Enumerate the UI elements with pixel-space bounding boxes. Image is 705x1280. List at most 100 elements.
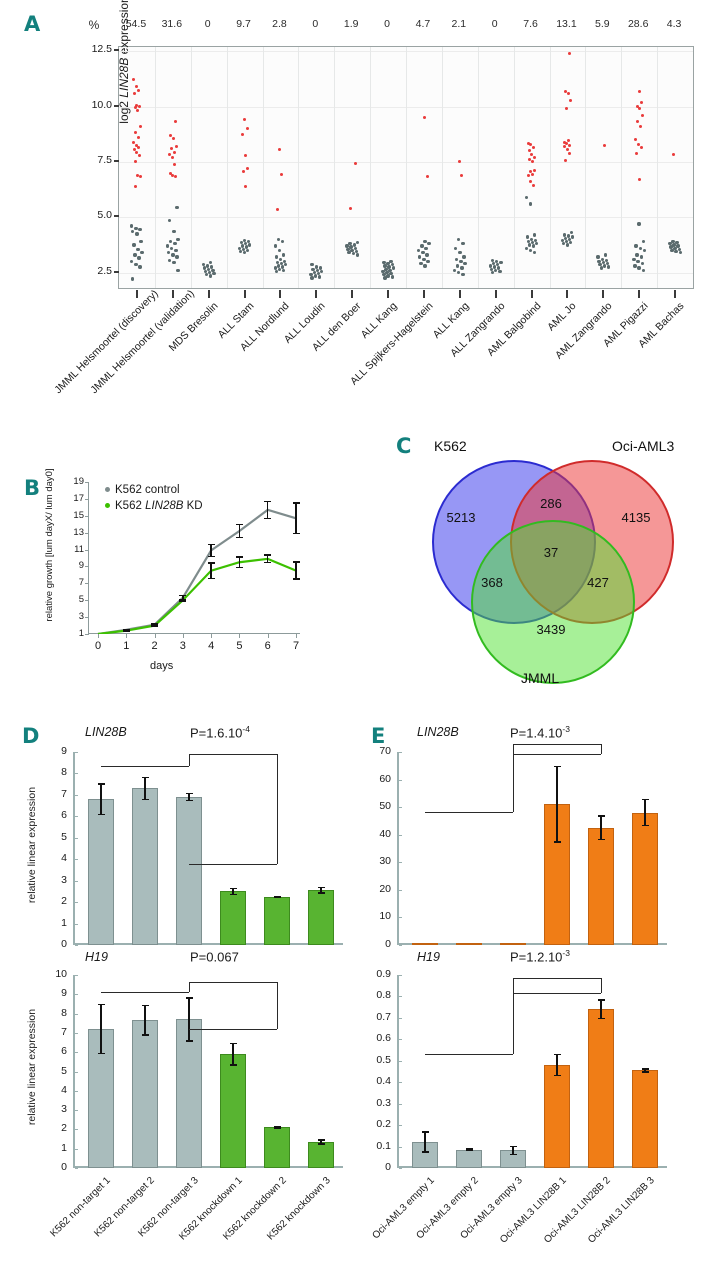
- panel-a-data-point: [385, 270, 389, 275]
- panel-a-data-point: [497, 266, 501, 270]
- panel-a-data-point: [319, 269, 324, 274]
- panel-a-data-point: [639, 255, 643, 259]
- error-cap: [141, 1004, 149, 1007]
- error-cap: [273, 896, 281, 898]
- panel-a-data-point: [564, 107, 568, 111]
- panel-a-data-point: [635, 151, 639, 155]
- panel-a-data-point: [281, 268, 286, 272]
- bar: [632, 1070, 658, 1168]
- y-tick-label: 0.3: [376, 1096, 391, 1109]
- panel-d-letter: D: [22, 724, 40, 748]
- panel-a-data-point: [134, 184, 138, 188]
- panel-a-data-point: [202, 266, 207, 270]
- y-tickmark: [75, 1168, 78, 1169]
- panel-a-data-point: [136, 136, 140, 140]
- panel-b-error-cap: [122, 630, 130, 632]
- panel-b-error-bar: [266, 554, 269, 564]
- panel-a-data-point: [532, 250, 537, 255]
- error-cap: [641, 1071, 649, 1073]
- y-tickmark: [75, 1110, 78, 1112]
- panel-a-data-point: [601, 260, 605, 265]
- error-cap: [641, 824, 649, 827]
- panel-a-data-point: [169, 239, 173, 244]
- panel-b-y-tickmark: [85, 600, 89, 602]
- panel-b-x-tickmark: [267, 634, 269, 638]
- panel-e-top-pvalue: P=1.4.10-3: [510, 724, 570, 741]
- panel-b-x-tick: 3: [179, 640, 186, 652]
- panel-b-y-tickmark: [85, 498, 89, 500]
- y-tick-label: 0.6: [376, 1032, 391, 1045]
- panel-b-y-tick: 15: [73, 509, 84, 521]
- x-tick-label: K562 knockdown 1: [177, 1175, 245, 1243]
- panel-a-data-point: [425, 174, 429, 178]
- significance-bracket: [425, 1053, 513, 1055]
- venn-count-oci-jmml: 427: [587, 575, 609, 590]
- a-gridline-v: [441, 47, 443, 288]
- panel-a-data-point: [132, 148, 136, 152]
- venn-label-oci-aml3: Oci-AML3: [612, 438, 675, 454]
- panel-a-data-point: [349, 206, 353, 210]
- panel-a-percent-value: 7.6: [523, 18, 538, 30]
- panel-a-x-tickmark: [674, 290, 677, 298]
- panel-a-data-point: [637, 89, 641, 93]
- significance-bracket: [189, 982, 277, 984]
- error-cap: [597, 999, 605, 1001]
- venn-count-oci-only: 4135: [621, 510, 651, 525]
- panel-a-data-point: [525, 235, 530, 239]
- bar: [632, 812, 658, 945]
- y-tick-label: 5: [61, 1064, 67, 1077]
- panel-a-data-point: [173, 119, 177, 123]
- panel-a-data-point: [134, 130, 138, 134]
- y-tickmark: [399, 1168, 402, 1169]
- panel-a-x-tickmark: [315, 290, 318, 298]
- y-tick-label: 60: [379, 772, 391, 785]
- panel-a-data-point: [596, 255, 600, 259]
- panel-a-data-point: [138, 265, 142, 269]
- panel-b-error-cap: [292, 532, 300, 535]
- significance-bracket: [277, 982, 278, 1030]
- panel-c-letter: C: [396, 434, 412, 458]
- y-tickmark: [399, 779, 402, 781]
- panel-a-data-point: [137, 256, 141, 260]
- panel-a-data-point: [418, 255, 422, 259]
- panel-a-data-point: [640, 100, 644, 104]
- panel-a-data-point: [461, 273, 465, 277]
- panel-a-data-point: [637, 142, 641, 146]
- panel-a-data-point: [175, 205, 179, 209]
- panel-a-data-point: [570, 235, 575, 239]
- panel-a-data-point: [672, 243, 676, 247]
- panel-a-data-point: [598, 263, 602, 267]
- panel-b-error-bar: [210, 562, 212, 580]
- panel-a-data-point: [417, 248, 421, 253]
- panel-a-data-point: [173, 174, 177, 178]
- x-axis: [73, 1166, 343, 1168]
- panel-a-data-point: [166, 250, 171, 255]
- panel-a-data-point: [678, 250, 682, 255]
- bar: [264, 896, 290, 945]
- panel-b-lines: [97, 508, 297, 634]
- y-tick-label: 8: [61, 1006, 67, 1019]
- panel-a-data-point: [170, 147, 174, 151]
- panel-a-data-point: [565, 148, 569, 152]
- y-tickmark: [75, 837, 78, 839]
- panel-a-data-point: [457, 160, 461, 164]
- panel-a-y-axis-label: log2 LIN28B expression: [117, 0, 131, 124]
- error-cap: [229, 893, 237, 896]
- x-tick-label: Oci-AML3 empty 2: [414, 1175, 481, 1242]
- error-cap: [185, 799, 193, 802]
- panel-a-data-point: [460, 266, 464, 270]
- panel-a-data-point: [560, 238, 564, 243]
- legend-label-kd: K562 LIN28B KD: [115, 500, 203, 512]
- a-gridline-v: [621, 47, 623, 288]
- panel-a-y-tick: 5.0: [97, 209, 112, 222]
- panel-a-data-point: [132, 91, 136, 95]
- panel-a-data-point: [526, 141, 530, 145]
- panel-a-data-point: [382, 260, 386, 265]
- error-cap: [273, 1127, 281, 1129]
- panel-a-data-point: [634, 138, 638, 142]
- error-bar: [600, 999, 602, 1020]
- error-bar: [600, 815, 602, 841]
- bar: [264, 1127, 290, 1168]
- x-tick-label: K562 knockdown 3: [265, 1175, 333, 1243]
- panel-a-data-point: [531, 172, 535, 176]
